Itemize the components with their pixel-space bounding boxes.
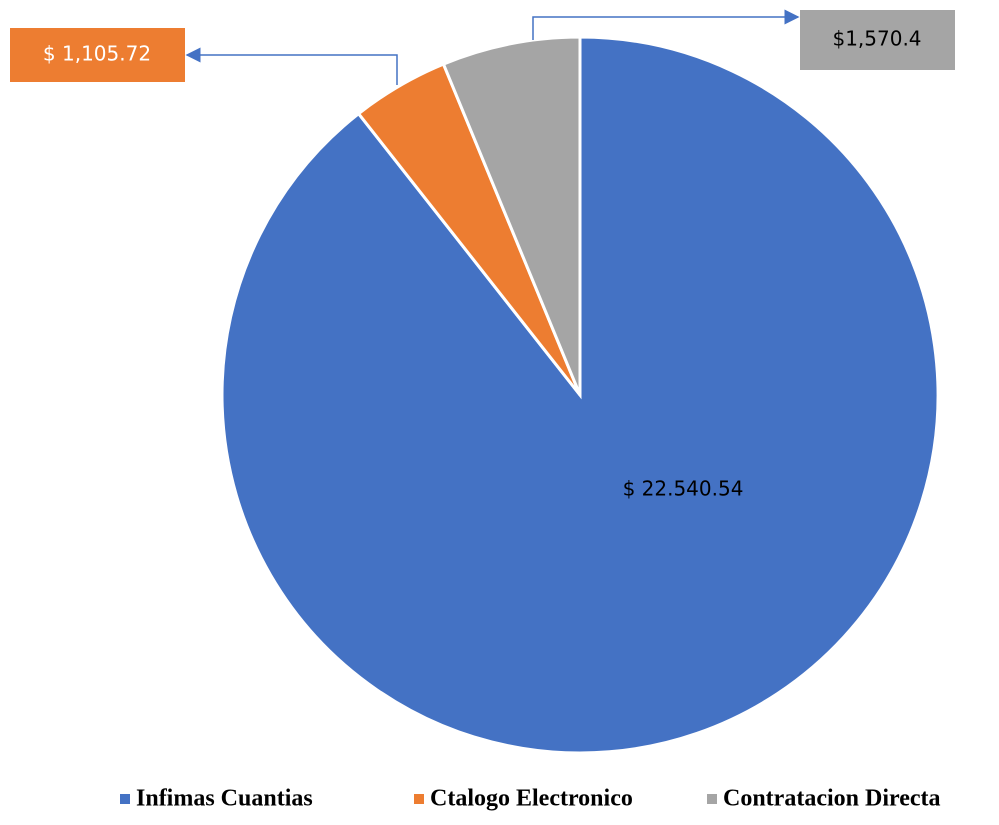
leader-line <box>532 9 800 40</box>
label-box <box>10 28 185 82</box>
labels: $ 22.540.54 $ 1,105.72 $1,570.4 <box>10 9 955 501</box>
legend-swatch <box>120 794 130 804</box>
data-label: $ 22.540.54 <box>623 477 744 501</box>
legend-label: Infimas Cuantias <box>136 786 313 812</box>
legend-label: Contratacion Directa <box>723 786 941 812</box>
data-label: $1,570.4 <box>832 27 921 51</box>
pie <box>220 35 940 755</box>
label-box <box>800 10 955 70</box>
legend-swatch <box>414 794 424 804</box>
leader-line <box>185 47 398 85</box>
legend-swatch <box>707 794 717 804</box>
data-label: $ 1,105.72 <box>43 42 151 66</box>
legend-label: Ctalogo Electronico <box>430 786 633 812</box>
slice <box>441 35 582 396</box>
legend: Infimas Cuantias Ctalogo Electronico Contr… <box>120 786 941 812</box>
